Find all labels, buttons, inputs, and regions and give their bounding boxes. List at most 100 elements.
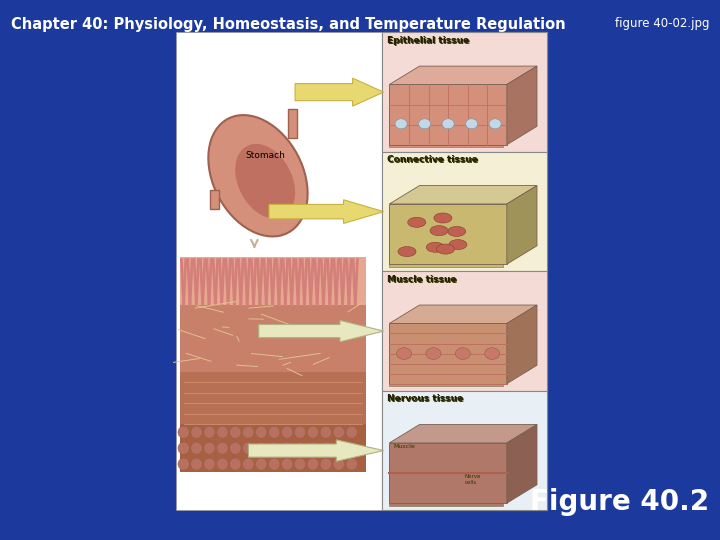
Text: Nervous tissue: Nervous tissue: [388, 395, 464, 404]
Ellipse shape: [230, 442, 241, 454]
Ellipse shape: [400, 235, 418, 245]
Polygon shape: [390, 424, 537, 443]
Ellipse shape: [455, 348, 470, 360]
Polygon shape: [390, 204, 507, 264]
Ellipse shape: [485, 348, 500, 360]
Ellipse shape: [230, 426, 241, 438]
Bar: [382, 271, 547, 391]
Ellipse shape: [346, 442, 357, 454]
Ellipse shape: [256, 458, 267, 470]
Ellipse shape: [217, 458, 228, 470]
Polygon shape: [258, 320, 384, 342]
Ellipse shape: [282, 442, 293, 454]
Text: Muscle tissue: Muscle tissue: [387, 274, 456, 284]
Ellipse shape: [256, 426, 267, 438]
Ellipse shape: [178, 442, 189, 454]
Ellipse shape: [397, 348, 412, 360]
Ellipse shape: [178, 458, 189, 470]
Ellipse shape: [459, 232, 477, 242]
Ellipse shape: [460, 242, 479, 253]
Ellipse shape: [204, 426, 215, 438]
Text: Nervous tissue: Nervous tissue: [387, 394, 463, 403]
Ellipse shape: [320, 442, 331, 454]
Ellipse shape: [217, 426, 228, 438]
Text: Muscle tissue: Muscle tissue: [388, 275, 457, 285]
Ellipse shape: [333, 442, 344, 454]
Ellipse shape: [466, 119, 477, 129]
FancyBboxPatch shape: [210, 190, 219, 209]
Bar: [382, 271, 547, 391]
Text: Connective tissue: Connective tissue: [388, 156, 479, 165]
Ellipse shape: [307, 458, 319, 470]
Text: Figure 40.2: Figure 40.2: [530, 488, 709, 516]
Bar: [382, 391, 547, 510]
Text: Muscle: Muscle: [393, 444, 415, 449]
Ellipse shape: [346, 458, 357, 470]
Bar: [180, 305, 366, 372]
Ellipse shape: [460, 244, 478, 254]
Polygon shape: [269, 200, 384, 224]
Ellipse shape: [191, 442, 202, 454]
Ellipse shape: [307, 426, 319, 438]
Ellipse shape: [235, 144, 295, 219]
Bar: [390, 444, 503, 505]
Ellipse shape: [294, 458, 306, 470]
Bar: [390, 206, 503, 267]
Polygon shape: [248, 440, 384, 461]
Bar: [382, 391, 547, 510]
Ellipse shape: [178, 426, 189, 438]
Polygon shape: [390, 186, 537, 204]
Polygon shape: [507, 66, 537, 145]
Bar: [180, 257, 366, 305]
Polygon shape: [390, 66, 537, 84]
Bar: [382, 152, 547, 271]
Ellipse shape: [307, 442, 319, 454]
Ellipse shape: [418, 119, 431, 129]
Ellipse shape: [320, 426, 331, 438]
Bar: [382, 32, 547, 152]
Ellipse shape: [442, 119, 454, 129]
Ellipse shape: [454, 253, 472, 262]
Polygon shape: [507, 186, 537, 264]
Ellipse shape: [346, 426, 357, 438]
Ellipse shape: [269, 426, 280, 438]
Ellipse shape: [243, 458, 254, 470]
Bar: [382, 32, 547, 152]
Polygon shape: [390, 305, 537, 323]
Ellipse shape: [396, 247, 414, 258]
Polygon shape: [507, 305, 537, 383]
Ellipse shape: [191, 426, 202, 438]
Ellipse shape: [204, 458, 215, 470]
Text: Connective tissue: Connective tissue: [387, 155, 477, 164]
Ellipse shape: [333, 426, 344, 438]
Polygon shape: [390, 84, 507, 145]
Text: Epithelial tissue: Epithelial tissue: [387, 36, 469, 45]
Ellipse shape: [243, 442, 254, 454]
Ellipse shape: [395, 119, 408, 129]
Bar: [390, 86, 503, 147]
Bar: [382, 152, 547, 271]
Ellipse shape: [208, 115, 307, 237]
Text: Epithelial tissue: Epithelial tissue: [388, 37, 470, 46]
Polygon shape: [390, 443, 507, 503]
Ellipse shape: [282, 426, 293, 438]
Ellipse shape: [230, 458, 241, 470]
FancyBboxPatch shape: [288, 109, 297, 138]
Text: Nerve
cells: Nerve cells: [464, 474, 481, 485]
Ellipse shape: [294, 442, 306, 454]
Ellipse shape: [333, 458, 344, 470]
Bar: [390, 325, 503, 386]
Ellipse shape: [204, 442, 215, 454]
Ellipse shape: [423, 220, 441, 231]
Polygon shape: [390, 323, 507, 383]
Ellipse shape: [489, 119, 501, 129]
Ellipse shape: [256, 442, 267, 454]
Polygon shape: [507, 424, 537, 503]
Text: figure 40-02.jpg: figure 40-02.jpg: [615, 17, 709, 30]
Polygon shape: [295, 78, 384, 106]
Ellipse shape: [217, 442, 228, 454]
Ellipse shape: [269, 442, 280, 454]
Ellipse shape: [426, 348, 441, 360]
Bar: [176, 32, 547, 510]
Ellipse shape: [282, 458, 293, 470]
